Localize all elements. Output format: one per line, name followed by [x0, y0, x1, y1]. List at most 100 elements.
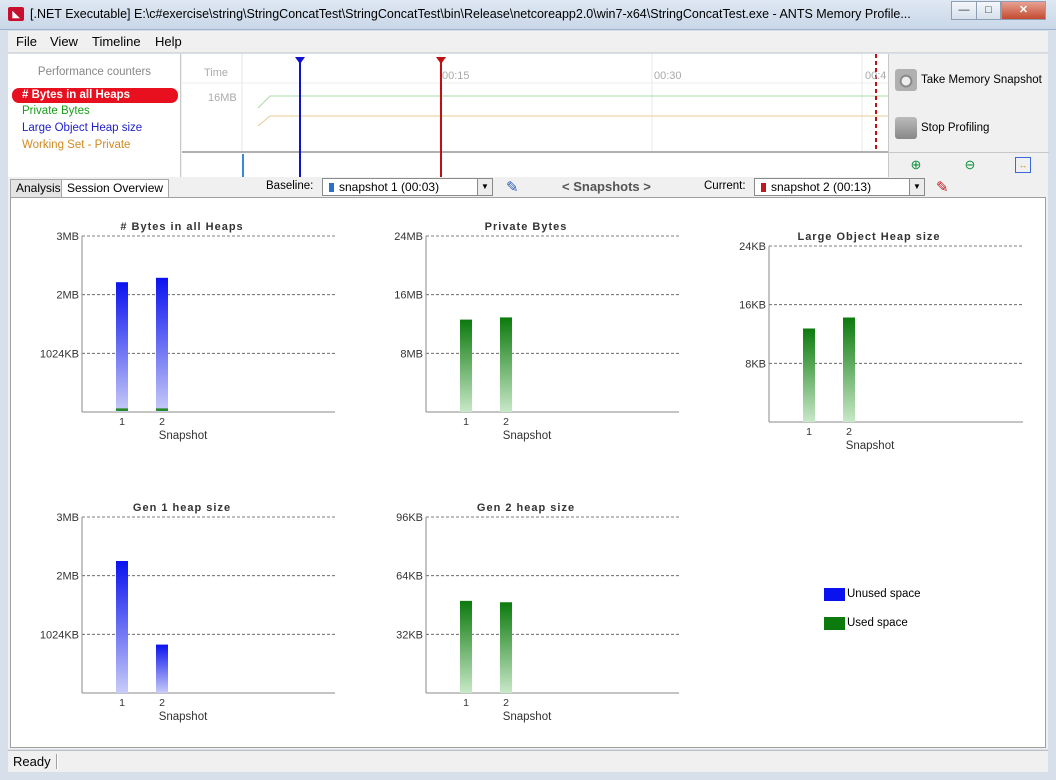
chevron-down-icon: ▼ [477, 179, 492, 195]
timeline-y-label: 16MB [208, 92, 237, 104]
x-tick-label: 2 [159, 416, 165, 428]
take-memory-snapshot-button[interactable]: Take Memory Snapshot [893, 59, 1045, 101]
baseline-snapshot-icon [329, 183, 334, 192]
y-tick-label: 64KB [396, 571, 423, 583]
edit-current-pencil-icon[interactable]: ✎ [936, 179, 949, 196]
timeline-graph [182, 54, 888, 177]
take-snapshot-label: Take Memory Snapshot [921, 74, 1042, 86]
stop-icon [895, 117, 917, 139]
bar-used-space [156, 408, 168, 411]
current-snapshot-select[interactable]: snapshot 2 (00:13) ▼ [754, 178, 925, 196]
bar-unused-space [116, 561, 128, 693]
bar-used-space [116, 408, 128, 411]
counters-header: Performance counters [37, 66, 152, 78]
y-tick-label: 16MB [394, 290, 423, 302]
x-axis-label: Snapshot [846, 440, 895, 452]
y-tick-label: 1024KB [40, 348, 79, 360]
performance-counters-panel: Performance counters # Bytes in all Heap… [8, 54, 181, 177]
profiling-controls: Take Memory Snapshot Stop Profiling ⊕ ⊖ … [888, 54, 1049, 177]
baseline-marker-triangle [295, 57, 305, 64]
y-tick-label: 16KB [739, 300, 766, 312]
legend-label-used: Used space [847, 617, 908, 629]
chart-title: Gen 1 heap size [133, 502, 231, 514]
menu-timeline[interactable]: Timeline [92, 34, 141, 49]
stop-profiling-label: Stop Profiling [921, 122, 990, 134]
current-label: Current: [704, 180, 746, 192]
tab-analysis[interactable]: Analysis [10, 179, 67, 198]
chart-title: Private Bytes [485, 221, 568, 233]
counter-bytes-all-heaps[interactable]: # Bytes in all Heaps [12, 88, 178, 103]
charts-canvas: # Bytes in all Heaps 1024KB 2MB 3MB 1 2 Snapsh… [40, 221, 1023, 723]
timeline-tick: 00:4 [865, 70, 887, 82]
y-tick-label: 2MB [56, 571, 79, 583]
title-bar: ◣ [.NET Executable] E:\c#exercise\string… [0, 0, 1056, 30]
chart-title: Large Object Heap size [797, 231, 940, 243]
chevron-down-icon: ▼ [909, 179, 924, 195]
window-title: [.NET Executable] E:\c#exercise\string\S… [30, 7, 911, 21]
y-tick-label: 3MB [56, 231, 79, 243]
counter-working-set-private[interactable]: Working Set - Private [22, 139, 131, 151]
zoom-fit-icon[interactable]: ↔ [1015, 157, 1031, 173]
bar-used-space [500, 317, 512, 412]
y-tick-label: 24KB [739, 241, 766, 253]
timeline-panel[interactable]: Time 16MB 00:15 00:30 00:4 [182, 54, 888, 177]
x-tick-label: 2 [846, 426, 852, 438]
timeline-tick: 00:30 [654, 70, 682, 82]
zoom-controls: ⊕ ⊖ ↔ [889, 152, 1049, 177]
bar-used-space [500, 602, 512, 693]
y-tick-label: 8KB [745, 358, 766, 370]
x-tick-label: 1 [119, 416, 125, 428]
bar-used-space [843, 317, 855, 422]
bar-unused-space [156, 644, 168, 693]
close-button[interactable]: ✕ [1001, 1, 1046, 20]
timeline-tick: 00:15 [442, 70, 470, 82]
x-tick-label: 1 [463, 697, 469, 709]
x-axis-label: Snapshot [503, 430, 552, 442]
baseline-label: Baseline: [266, 180, 314, 192]
timeline-axis-label: Time [204, 67, 229, 79]
x-axis-label: Snapshot [159, 711, 208, 723]
view-tab-bar: Analysis Session Overview Baseline: snap… [8, 177, 1048, 198]
session-overview-charts: # Bytes in all Heaps 1024KB 2MB 3MB 1 2 Snapsh… [10, 197, 1046, 748]
y-tick-label: 3MB [56, 512, 79, 524]
zoom-in-icon[interactable]: ⊕ [910, 157, 922, 172]
menu-help[interactable]: Help [155, 34, 182, 49]
snapshots-title: < Snapshots > [562, 179, 651, 194]
maximize-button[interactable]: □ [976, 1, 1001, 20]
zoom-out-icon[interactable]: ⊖ [964, 157, 976, 172]
main-area: Performance counters # Bytes in all Heap… [8, 54, 1049, 749]
x-tick-label: 1 [806, 426, 812, 438]
x-tick-label: 1 [463, 416, 469, 428]
chart-title: # Bytes in all Heaps [120, 221, 243, 233]
current-marker-triangle [436, 57, 446, 64]
baseline-snapshot-select[interactable]: snapshot 1 (00:03) ▼ [322, 178, 493, 196]
baseline-snapshot-value: snapshot 1 (00:03) [339, 180, 440, 194]
legend-swatch-used [824, 616, 845, 630]
private-bytes-line [257, 95, 888, 109]
chart-title: Gen 2 heap size [477, 502, 575, 514]
x-tick-label: 1 [119, 697, 125, 709]
bar-used-space [460, 600, 472, 693]
y-tick-label: 1024KB [40, 629, 79, 641]
current-snapshot-icon [761, 183, 766, 192]
x-axis-label: Snapshot [503, 711, 552, 723]
x-tick-label: 2 [503, 697, 509, 709]
minimize-button[interactable]: — [951, 1, 977, 20]
y-tick-label: 2MB [56, 290, 79, 302]
bar-unused-space [156, 277, 168, 412]
counter-large-object-heap[interactable]: Large Object Heap size [22, 122, 143, 134]
menu-file[interactable]: File [16, 34, 37, 49]
camera-icon [895, 69, 917, 91]
x-tick-label: 2 [159, 697, 165, 709]
menu-view[interactable]: View [50, 34, 78, 49]
y-tick-label: 96KB [396, 512, 423, 524]
x-axis-label: Snapshot [159, 430, 208, 442]
menu-bar: File View Timeline Help [8, 31, 1048, 53]
edit-baseline-pencil-icon[interactable]: ✎ [506, 179, 519, 196]
tab-session-overview[interactable]: Session Overview [61, 179, 170, 198]
counter-private-bytes[interactable]: Private Bytes [22, 105, 90, 117]
status-separator [56, 754, 58, 769]
stop-profiling-button[interactable]: Stop Profiling [893, 107, 1045, 149]
status-text: Ready [13, 754, 51, 769]
ants-app-icon: ◣ [8, 7, 24, 21]
